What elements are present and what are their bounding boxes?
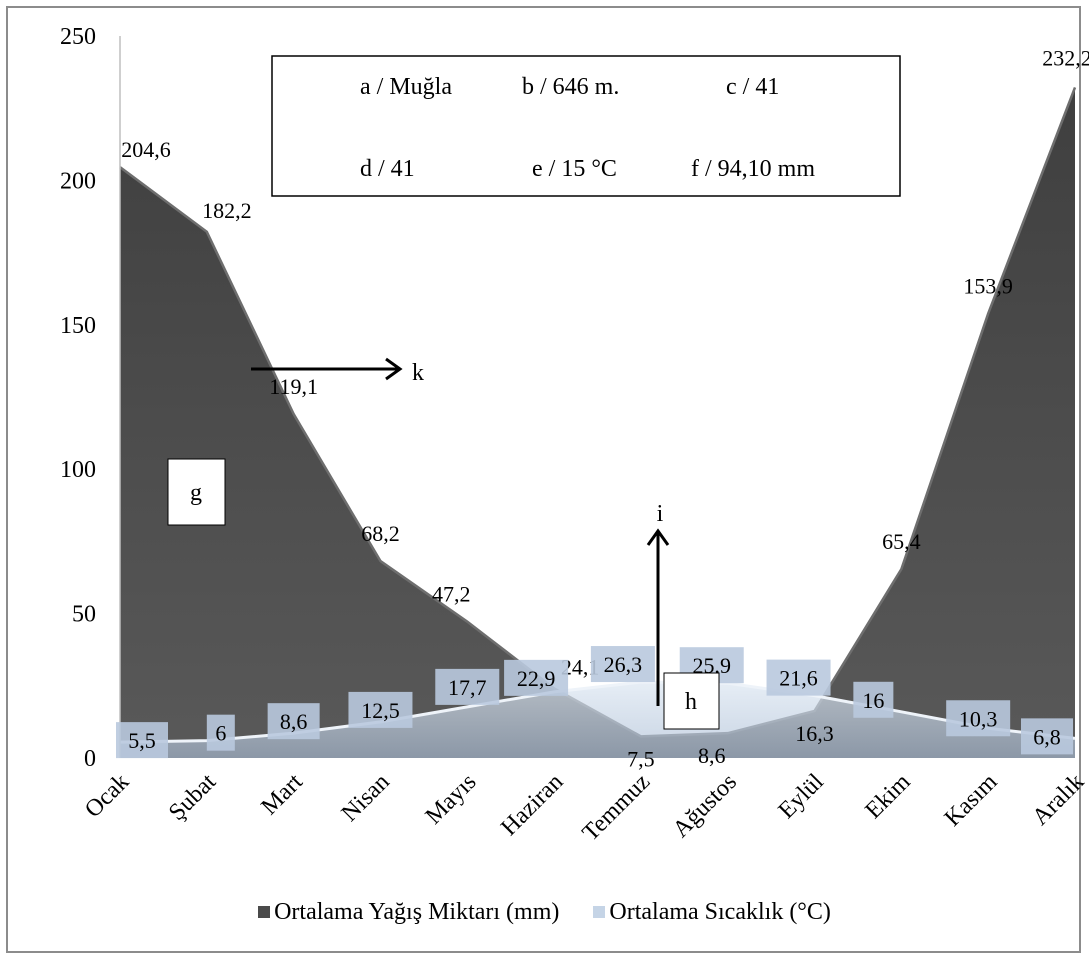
legend-item-temperature: Ortalama Sıcaklık (°C) bbox=[593, 899, 831, 926]
temperature-label-box bbox=[1021, 718, 1073, 755]
temperature-label-box bbox=[504, 659, 569, 696]
precipitation-data-label: 7,5 bbox=[627, 746, 655, 771]
temperature-data-label: 21,6 bbox=[779, 666, 818, 691]
x-tick-label: Mayıs bbox=[421, 769, 482, 830]
temperature-label-box bbox=[116, 722, 168, 759]
precipitation-data-label: 16,3 bbox=[795, 721, 834, 746]
legend-label-precipitation: Ortalama Yağış Miktarı (mm) bbox=[274, 899, 560, 925]
temperature-label-box bbox=[206, 714, 235, 751]
annotation-k: k bbox=[251, 357, 424, 386]
info-f: f / 94,10 mm bbox=[691, 156, 815, 182]
temperature-data-label: 26,3 bbox=[604, 652, 643, 677]
area-series bbox=[119, 86, 1077, 759]
y-tick-label: 0 bbox=[84, 746, 96, 772]
info-box: a / Muğla b / 646 m. c / 41 d / 41 e / 1… bbox=[271, 55, 901, 197]
info-b: b / 646 m. bbox=[522, 74, 619, 100]
temperature-label-box bbox=[766, 659, 831, 696]
x-tick-label: Haziran bbox=[496, 769, 568, 841]
temperature-data-label: 8,6 bbox=[280, 709, 308, 734]
temperature-label-box bbox=[946, 700, 1011, 737]
x-tick-label: Mart bbox=[257, 769, 309, 821]
temperature-data-label: 10,3 bbox=[959, 706, 998, 731]
annotation-h: h bbox=[663, 672, 720, 730]
annotation-h-label: h bbox=[685, 689, 697, 715]
precipitation-data-label: 65,4 bbox=[882, 529, 921, 554]
annotation-g: g bbox=[167, 458, 226, 526]
x-tick-label: Ekim bbox=[860, 769, 915, 824]
annotation-i-label: i bbox=[657, 501, 664, 527]
temperature-data-label: 17,7 bbox=[448, 675, 487, 700]
precipitation-data-label: 232,2 bbox=[1042, 45, 1089, 70]
precipitation-data-label: 182,2 bbox=[202, 198, 252, 223]
temperature-data-label: 5,5 bbox=[128, 728, 156, 753]
temperature-label-box bbox=[348, 691, 413, 728]
precipitation-data-label: 68,2 bbox=[361, 521, 400, 546]
temperature-label-box bbox=[590, 646, 655, 683]
precipitation-data-label: 204,6 bbox=[121, 137, 171, 162]
legend-swatch-precipitation bbox=[258, 906, 271, 918]
precipitation-data-label: 153,9 bbox=[963, 274, 1013, 299]
y-tick-label: 50 bbox=[72, 602, 96, 628]
x-tick-label: Ocak bbox=[80, 769, 134, 823]
temperature-label-box bbox=[267, 703, 320, 740]
x-tick-label: Nisan bbox=[337, 769, 395, 827]
info-a: a / Muğla bbox=[360, 74, 452, 100]
y-axis-ticks: 0 50 100 150 200 250 bbox=[60, 24, 96, 772]
info-e: e / 15 °C bbox=[532, 156, 617, 182]
legend-item-precipitation: Ortalama Yağış Miktarı (mm) bbox=[258, 899, 559, 926]
temperature-data-label: 6,8 bbox=[1033, 724, 1061, 749]
y-tick-label: 100 bbox=[60, 457, 96, 483]
legend-swatch-temperature bbox=[593, 906, 606, 918]
temperature-data-label: 6 bbox=[215, 721, 226, 746]
temperature-data-label: 22,9 bbox=[517, 666, 556, 691]
x-tick-label: Eylül bbox=[774, 769, 829, 824]
x-axis-ticks: Ocak Şubat Mart Nisan Mayıs Haziran Temmuz Ağus… bbox=[80, 769, 1089, 847]
x-tick-label: Kasım bbox=[940, 769, 1003, 832]
temperature-label-box bbox=[435, 668, 500, 705]
legend: Ortalama Yağış Miktarı (mm) Ortalama Sıc… bbox=[0, 899, 1089, 926]
y-tick-label: 150 bbox=[60, 313, 96, 339]
arrow-i-head bbox=[646, 528, 670, 546]
annotation-k-label: k bbox=[412, 360, 424, 386]
temperature-data-label: 12,5 bbox=[361, 698, 400, 723]
temperature-data-label: 16 bbox=[862, 688, 884, 713]
precipitation-area bbox=[120, 87, 1075, 759]
x-tick-label: Ağustos bbox=[668, 769, 742, 843]
x-tick-label: Aralık bbox=[1028, 769, 1089, 831]
arrow-k-head bbox=[385, 357, 403, 381]
y-tick-label: 200 bbox=[60, 168, 96, 194]
x-tick-label: Şubat bbox=[164, 769, 221, 826]
y-tick-label: 250 bbox=[60, 24, 96, 50]
info-c: c / 41 bbox=[726, 74, 779, 100]
precipitation-data-label: 47,2 bbox=[432, 582, 471, 607]
legend-label-temperature: Ortalama Sıcaklık (°C) bbox=[609, 899, 831, 925]
x-tick-label: Temmuz bbox=[578, 769, 656, 847]
info-d: d / 41 bbox=[360, 156, 415, 182]
annotation-i: i bbox=[646, 501, 670, 706]
precipitation-data-label: 8,6 bbox=[698, 743, 726, 768]
precipitation-data-label: 119,1 bbox=[269, 374, 318, 399]
annotation-g-label: g bbox=[190, 480, 202, 506]
temperature-label-box bbox=[853, 681, 894, 718]
